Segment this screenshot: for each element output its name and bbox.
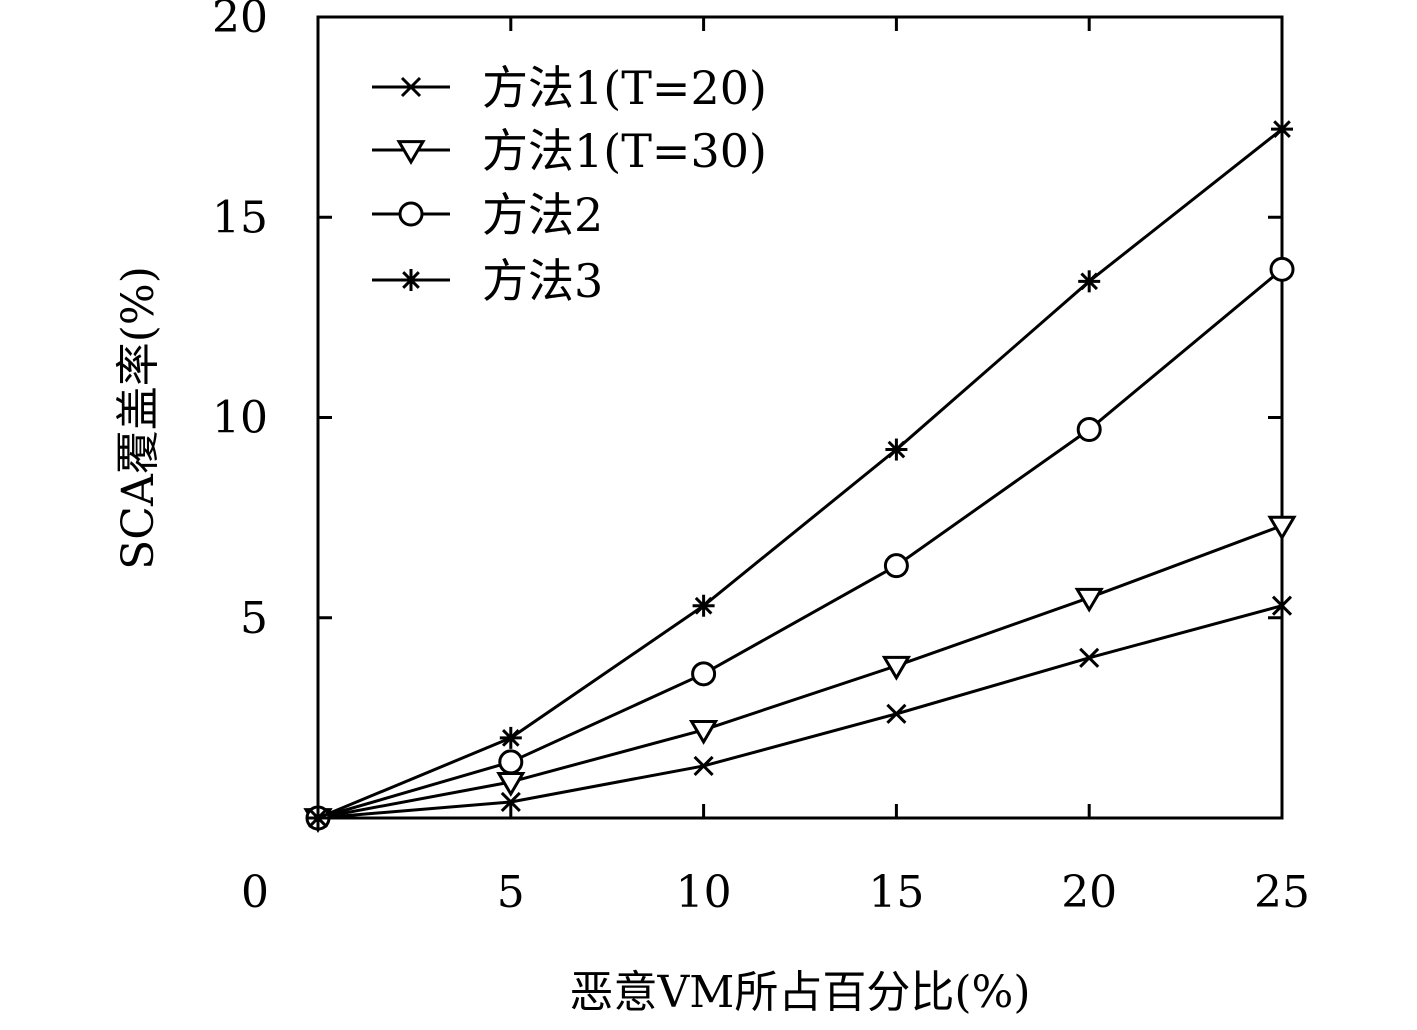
data-point-1 <box>1271 595 1293 616</box>
data-point-1-stroke <box>886 703 907 724</box>
data-point-3-shape <box>883 553 909 579</box>
data-point-2-shape <box>688 719 719 745</box>
x-tick-label: 25 <box>1254 867 1310 918</box>
legend-marker-3-shape <box>398 201 424 227</box>
data-point-4-stroke <box>1080 272 1099 291</box>
data-point-2-shape <box>881 655 912 681</box>
y-tick-label: 10 <box>212 393 268 444</box>
data-point-4 <box>307 807 329 829</box>
x-tick-label: 20 <box>1061 867 1117 918</box>
data-point-3-shape <box>1076 417 1102 443</box>
data-point-4-stroke <box>694 596 713 615</box>
x-axis-label: 恶意VM所占百分比(%) <box>570 967 1031 1018</box>
data-point-1 <box>693 755 714 776</box>
y-tick-label: 15 <box>212 192 268 243</box>
legend-marker-4-stroke <box>402 271 420 289</box>
series-line-2 <box>317 524 1283 820</box>
legend-marker-4 <box>400 269 422 291</box>
data-point-3 <box>1269 256 1295 282</box>
legend-marker-2 <box>396 140 426 165</box>
data-point-4 <box>692 594 715 617</box>
data-point-1 <box>1079 647 1100 668</box>
legend-label-4: 方法3 <box>482 254 603 308</box>
y-axis-label: SCA覆盖率(%) <box>113 266 164 570</box>
data-point-3 <box>883 553 909 579</box>
data-point-3 <box>498 749 524 775</box>
data-point-2 <box>1267 515 1297 541</box>
series-line-4 <box>317 127 1283 820</box>
data-point-1-stroke <box>1271 595 1293 616</box>
x-tick-label: 5 <box>497 867 525 918</box>
data-point-1-stroke <box>500 791 521 813</box>
data-point-3 <box>1076 417 1102 443</box>
x-tick-label: 10 <box>676 867 732 918</box>
data-point-2 <box>1074 587 1104 613</box>
legend-label-3: 方法2 <box>482 188 603 242</box>
data-point-4 <box>1078 270 1101 293</box>
data-point-4 <box>885 438 908 461</box>
data-point-4-stroke <box>501 729 520 747</box>
data-point-4-stroke <box>887 440 906 459</box>
data-point-1 <box>886 703 907 724</box>
data-point-1 <box>500 791 521 813</box>
legend-label-1: 方法1(T=20) <box>482 61 767 115</box>
legend-label-2: 方法1(T=30) <box>482 124 767 178</box>
data-point-2-shape <box>1267 515 1297 541</box>
y-tick-label: 5 <box>240 593 268 644</box>
axis-ticks: 0 5 10 15 20 25 5 10 15 20 <box>212 0 1310 918</box>
x-tick-label: 15 <box>868 867 924 918</box>
series-layer <box>303 118 1297 833</box>
data-point-4-stroke <box>1273 120 1291 138</box>
x-tick-label: 0 <box>241 867 269 918</box>
data-point-4 <box>499 726 522 749</box>
data-point-3 <box>691 661 717 687</box>
series-line-1 <box>317 604 1283 820</box>
data-point-1-stroke <box>693 755 714 776</box>
data-point-2 <box>881 655 912 681</box>
legend-marker-1 <box>400 76 422 98</box>
data-point-4-stroke <box>309 809 327 827</box>
y-tick-label: 20 <box>212 0 268 43</box>
legend-marker-3 <box>398 201 424 227</box>
data-point-1-stroke <box>1079 647 1100 668</box>
legend-marker-2-shape <box>396 140 426 165</box>
data-point-4 <box>1271 118 1293 141</box>
legend-marker-1-stroke <box>400 76 422 98</box>
legend: 方法1(T=20) 方法1(T=30) 方法2 方法3 <box>372 61 767 308</box>
data-point-3-shape <box>1269 256 1295 282</box>
data-point-2-shape <box>1074 587 1104 613</box>
data-point-2 <box>688 719 719 745</box>
series-line-3 <box>317 268 1283 820</box>
data-point-3-shape <box>498 749 524 775</box>
data-point-3-shape <box>691 661 717 687</box>
